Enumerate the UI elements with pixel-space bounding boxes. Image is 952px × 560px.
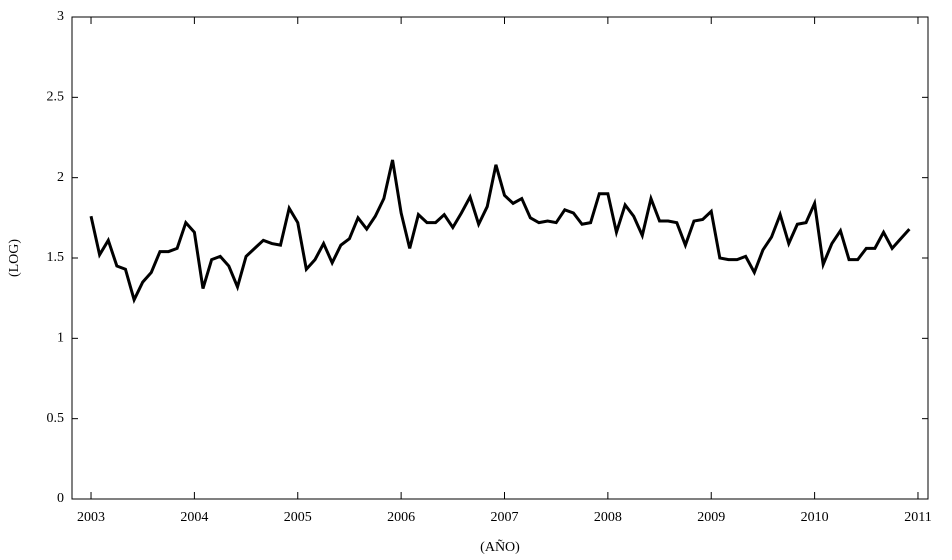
y-tick-label: 0.5	[47, 411, 65, 426]
plot-frame	[71, 16, 929, 500]
y-tick-label: 0	[57, 491, 64, 506]
y-tick-label: 1	[57, 331, 64, 346]
y-tick-label: 2.5	[47, 90, 65, 105]
x-tick-label: 2004	[180, 510, 208, 525]
y-tick-label: 2	[57, 170, 64, 185]
x-tick-label: 2011	[904, 510, 931, 525]
x-tick-label: 2006	[387, 510, 415, 525]
x-tick-label: 2010	[801, 510, 829, 525]
x-tick-label: 2003	[77, 510, 105, 525]
x-axis-label: (AÑO)	[480, 539, 520, 555]
x-tick-label: 2005	[284, 510, 312, 525]
y-tick-label: 3	[57, 9, 64, 24]
y-axis-label: (LOG)	[7, 239, 22, 277]
x-tick-label: 2008	[594, 510, 622, 525]
data-line	[89, 159, 911, 304]
x-tick-label: 2009	[697, 510, 725, 525]
x-tick-label: 2007	[490, 510, 518, 525]
y-tick-label: 1.5	[47, 250, 65, 265]
